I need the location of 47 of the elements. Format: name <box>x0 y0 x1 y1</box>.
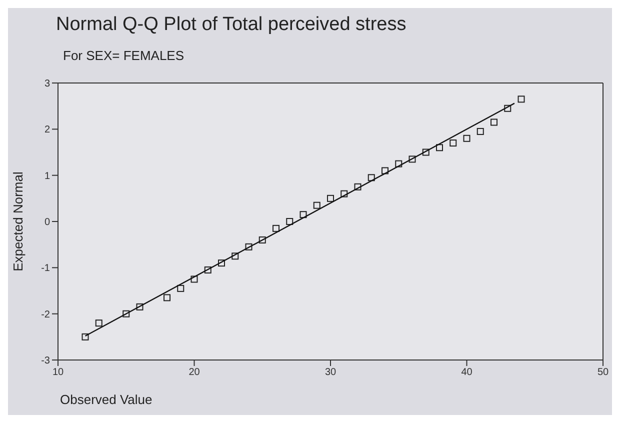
y-axis-title: Expected Normal <box>10 172 26 272</box>
point <box>286 218 294 225</box>
chart-subtitle: For SEX= FEMALES <box>63 48 184 63</box>
point <box>450 140 457 147</box>
x-tick-label: 30 <box>324 367 336 378</box>
point <box>340 190 348 198</box>
point <box>422 148 430 156</box>
x-tick-label: 50 <box>597 367 609 378</box>
chart-title: Normal Q-Q Plot of Total perceived stress <box>56 14 406 36</box>
point <box>313 202 320 209</box>
y-tick-label: 3 <box>44 78 50 90</box>
y-tick-label: -1 <box>41 263 50 274</box>
y-tick-label: -2 <box>41 309 50 320</box>
point <box>177 284 184 292</box>
point <box>232 252 239 260</box>
point <box>245 243 252 250</box>
point <box>82 333 89 340</box>
y-tick-label: 0 <box>44 217 50 228</box>
point <box>408 156 416 163</box>
point <box>518 96 525 103</box>
point <box>122 310 130 318</box>
point <box>136 303 144 310</box>
point <box>504 104 512 112</box>
point <box>463 134 470 142</box>
point <box>395 160 402 168</box>
point <box>204 266 212 274</box>
point <box>327 194 334 202</box>
point <box>272 224 280 232</box>
point <box>190 276 198 283</box>
point <box>164 294 170 302</box>
point <box>382 167 388 174</box>
point <box>476 128 484 135</box>
y-tick-label: -3 <box>41 356 50 367</box>
x-tick-label: 10 <box>52 367 64 378</box>
point <box>368 174 375 182</box>
point <box>218 260 225 267</box>
point <box>95 320 102 327</box>
x-tick-label: 40 <box>461 367 473 378</box>
y-tick-label: 1 <box>44 170 50 182</box>
x-tick-label: 20 <box>188 367 200 378</box>
y-tick-label: 2 <box>44 124 50 136</box>
point <box>490 118 498 126</box>
point <box>300 211 307 218</box>
point <box>354 183 362 190</box>
x-axis-title: Observed Value <box>60 392 152 407</box>
point <box>436 144 443 152</box>
point <box>258 236 266 244</box>
